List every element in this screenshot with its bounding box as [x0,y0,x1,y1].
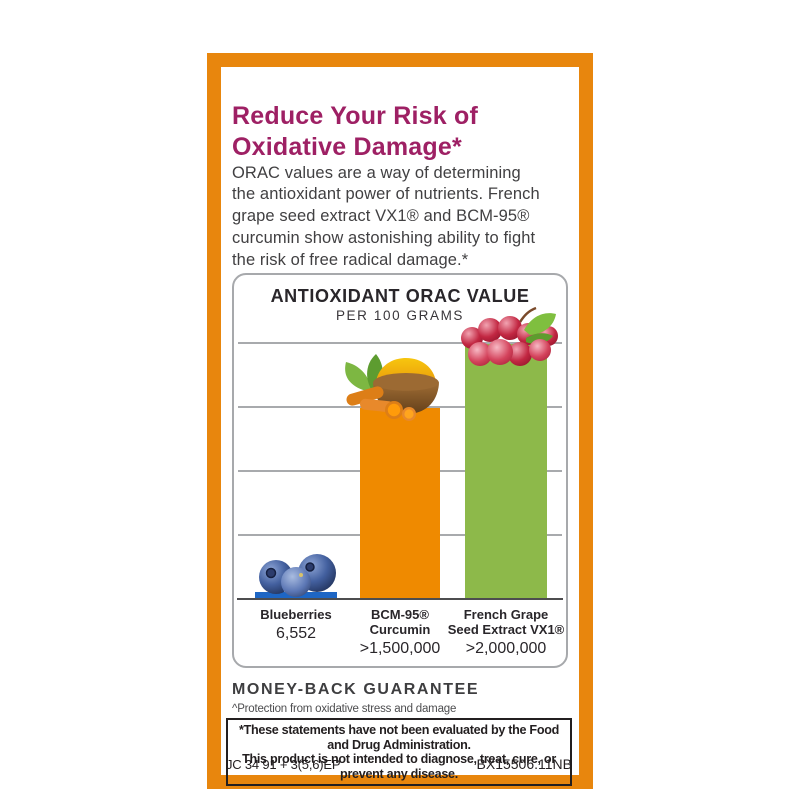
category-name: BCM-95® [371,607,429,622]
grape-berries-front [468,339,551,366]
category-value: 6,552 [275,625,317,642]
chart-label-blueberries: Blueberries 6,552 [221,607,371,643]
headline: Reduce Your Risk of Oxidative Damage* [232,101,478,161]
bar-bcm95-curcumin [360,408,440,600]
lot-code-right: BX15506.11NB [476,756,572,772]
category-value: >1,500,000 [359,640,441,657]
category-value: >2,000,000 [465,640,547,657]
blueberry-front [281,567,311,597]
turmeric-roots [346,386,416,421]
blueberries-image [259,554,336,597]
intro-paragraph: ORAC values are a way of determining the… [232,163,540,269]
chart-subtitle: PER 100 GRAMS [335,308,465,323]
chart-label-grape-seed: French Grape Seed Extract VX1® >2,000,00… [431,607,581,658]
bar-french-grape-seed-extract [465,344,547,600]
category-name: French Grape [463,607,549,622]
money-back-guarantee: MONEY-BACK GUARANTEE [232,681,480,698]
gridline [238,342,562,344]
grape-stem [518,306,537,323]
x-axis-line [237,598,563,600]
red-grapes-image [461,306,558,366]
chart-title: ANTIOXIDANT ORAC VALUE [270,286,530,306]
chart-label-bcm95-curcumin: BCM-95® Curcumin >1,500,000 [325,607,475,658]
category-name: Seed Extract VX1® [447,622,565,637]
lot-code-left: JC 34 91 + 3(5,6)EP [226,757,341,772]
protection-footnote: ^Protection from oxidative stress and da… [232,703,457,715]
fda-disclaimer-box: *These statements have not been evaluate… [226,718,572,787]
category-name: Curcumin [369,622,431,637]
category-name: Blueberries [260,607,332,622]
turmeric-bowl [373,358,439,414]
turmeric-bowl-image [345,354,439,421]
